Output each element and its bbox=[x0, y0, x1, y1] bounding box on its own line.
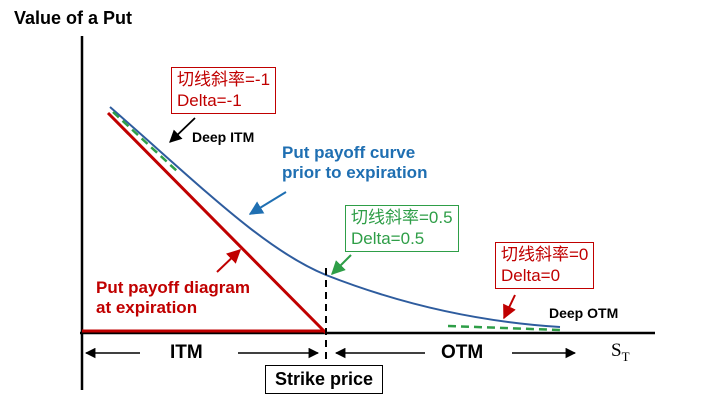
deep-otm-label: Deep OTM bbox=[549, 305, 619, 321]
x-axis-label-subscript: T bbox=[621, 348, 630, 364]
slope-box-deep-otm-line1: 切线斜率=0 bbox=[501, 245, 589, 264]
expiry-payoff-slope bbox=[106, 111, 328, 335]
deep-itm-label: Deep ITM bbox=[192, 129, 255, 145]
x-axis-label-main: S bbox=[611, 340, 622, 361]
tangent-deep-otm bbox=[447, 324, 561, 332]
slope-box-deep-itm-line2: Delta=-1 bbox=[177, 90, 242, 110]
curve-label: Put payoff curve prior to expiration bbox=[282, 143, 427, 182]
slope-box-deep-itm-line1: 切线斜率=-1 bbox=[177, 70, 271, 89]
slope-box-deep-otm: 切线斜率=0 Delta=0 bbox=[495, 242, 595, 290]
otm-region-label: OTM bbox=[441, 342, 484, 363]
expiry-label: Put payoff diagram at expiration bbox=[96, 278, 250, 317]
itm-region-label: ITM bbox=[170, 342, 203, 363]
slope-box-deep-itm: 切线斜率=-1 Delta=-1 bbox=[171, 67, 277, 115]
slope-box-atm-line1: 切线斜率=0.5 bbox=[351, 208, 453, 227]
tangent-deep-itm bbox=[112, 111, 179, 173]
slope-box-deep-otm-line2: Delta=0 bbox=[501, 265, 561, 285]
expiry-label-line2: at expiration bbox=[96, 297, 198, 317]
curve-label-line2: prior to expiration bbox=[282, 162, 428, 182]
slope-box-atm: 切线斜率=0.5 Delta=0.5 bbox=[345, 205, 459, 253]
curve-label-pointer bbox=[248, 191, 287, 215]
deep-itm-pointer bbox=[169, 117, 196, 143]
curve-label-line1: Put payoff curve bbox=[282, 143, 416, 162]
atm-box-pointer bbox=[331, 254, 352, 275]
expiry-label-pointer bbox=[216, 249, 242, 273]
diagram-title: Value of a Put bbox=[14, 8, 133, 28]
expiry-label-line1: Put payoff diagram bbox=[96, 278, 250, 297]
otm-box-pointer bbox=[503, 294, 516, 320]
x-axis-label: ST bbox=[611, 340, 630, 365]
strike-price-label: Strike price bbox=[265, 365, 384, 394]
slope-box-atm-line2: Delta=0.5 bbox=[351, 228, 425, 248]
